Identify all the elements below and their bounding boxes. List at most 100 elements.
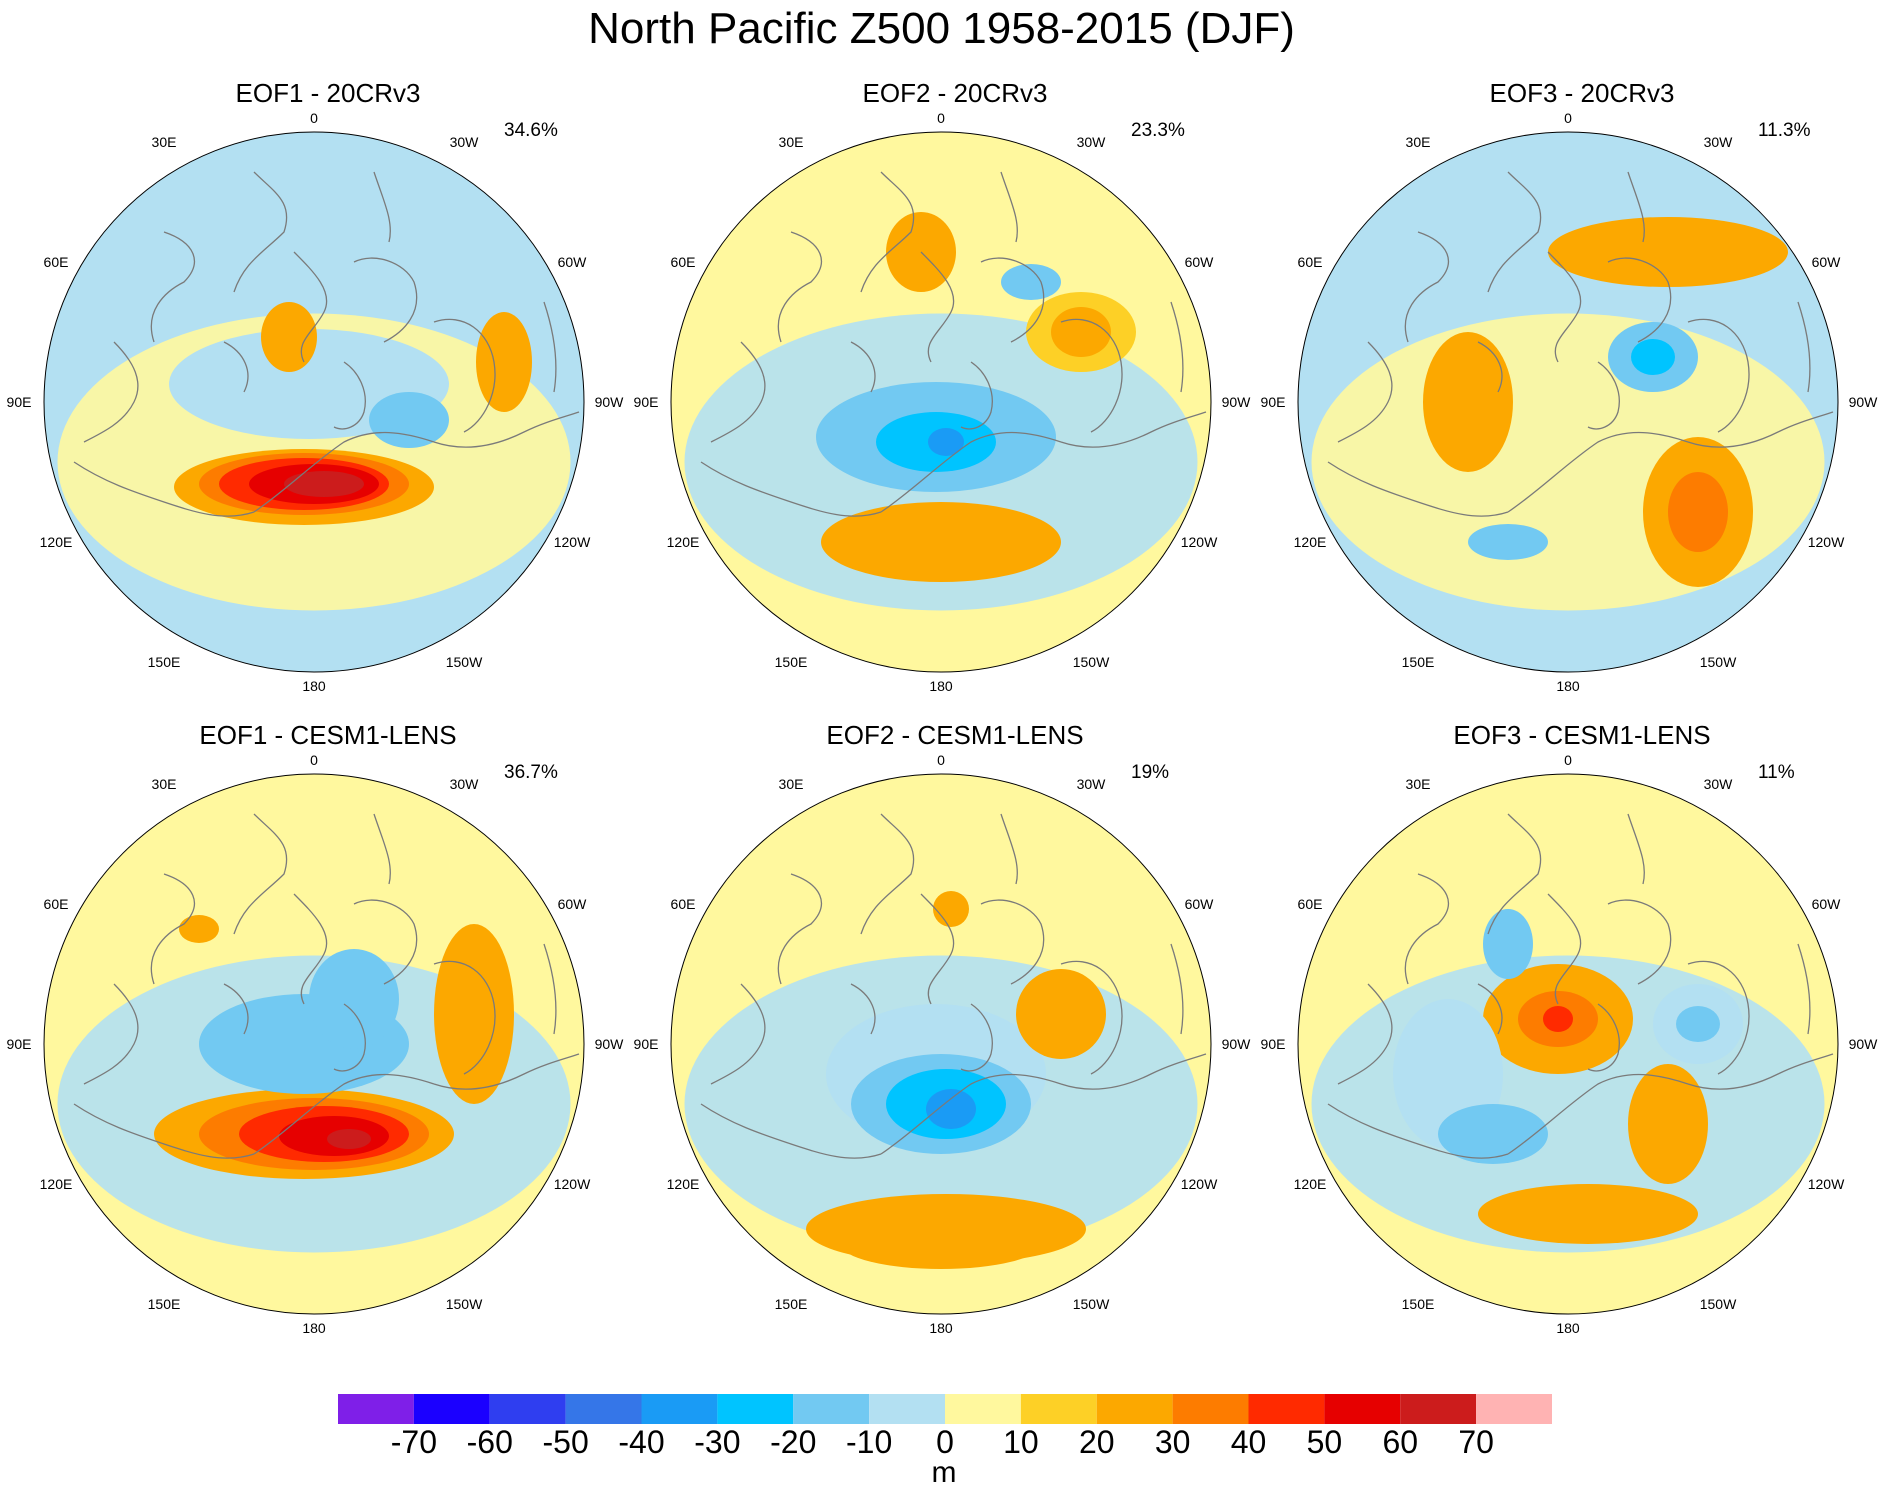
explained-variance: 19% xyxy=(1131,762,1170,783)
coastline xyxy=(543,943,557,1035)
contour-fill xyxy=(261,302,317,372)
colorbar-swatch xyxy=(869,1394,945,1424)
coastline xyxy=(1060,318,1123,433)
longitude-label: 90W xyxy=(1221,1036,1251,1052)
colorbar-swatch xyxy=(945,1394,1021,1424)
longitude-label: 30W xyxy=(1076,134,1106,150)
contour-fill xyxy=(1543,1006,1573,1032)
longitude-label: 30E xyxy=(151,134,177,150)
coastline xyxy=(73,1103,255,1159)
coastline xyxy=(253,1073,435,1155)
coastline xyxy=(1687,318,1750,433)
colorbar-swatch xyxy=(1248,1394,1325,1424)
colorbar-swatch xyxy=(1476,1394,1552,1424)
polar-map xyxy=(43,773,585,1315)
coastline xyxy=(777,873,822,985)
coastline xyxy=(1627,813,1645,885)
contour-fill xyxy=(1478,1184,1698,1244)
coastline xyxy=(433,960,496,1075)
longitude-label: 120W xyxy=(1180,1176,1218,1192)
map-border xyxy=(670,773,1212,1315)
coastline xyxy=(980,257,1045,343)
coastline xyxy=(980,899,1045,985)
contour-fill xyxy=(309,949,399,1049)
colorbar-swatch xyxy=(1172,1394,1249,1424)
coastline xyxy=(1487,171,1542,293)
coastline xyxy=(960,1003,993,1072)
longitude-label: 90E xyxy=(1260,394,1286,410)
polar-map xyxy=(670,131,1212,673)
longitude-label: 0 xyxy=(1564,752,1572,768)
coastline xyxy=(1477,983,1503,1035)
colorbar-tick-label: 70 xyxy=(1458,1424,1494,1460)
contour-fill xyxy=(1051,307,1111,357)
coastline xyxy=(1327,1103,1509,1159)
colorbar-tick-label: -20 xyxy=(770,1424,817,1460)
longitude-label: 150E xyxy=(1401,654,1435,670)
polar-map xyxy=(1297,773,1839,1315)
contour-fill xyxy=(1001,264,1061,300)
contour-fill xyxy=(926,1089,976,1129)
longitude-label: 30E xyxy=(1405,134,1431,150)
longitude-label: 0 xyxy=(937,752,945,768)
longitude-label: 30W xyxy=(1703,776,1733,792)
coastline xyxy=(710,983,766,1085)
coastline xyxy=(1337,983,1393,1085)
panel-title: EOF2 - CESM1-LENS xyxy=(826,720,1084,750)
colorbar-tick-label: 20 xyxy=(1078,1424,1115,1460)
colorbar-tick-label: 10 xyxy=(1003,1424,1039,1460)
coastline xyxy=(1797,301,1811,393)
coastline xyxy=(223,341,249,393)
coastline xyxy=(1687,1053,1834,1090)
coastline xyxy=(433,1053,580,1090)
coastline xyxy=(1170,301,1184,393)
contour-fill xyxy=(1423,332,1513,472)
coastline xyxy=(880,431,1062,513)
coastline xyxy=(1000,813,1018,885)
coastline xyxy=(433,318,496,433)
longitude-label: 120E xyxy=(39,534,73,550)
coastline xyxy=(1337,341,1393,443)
longitude-label: 30W xyxy=(449,134,479,150)
longitude-label: 180 xyxy=(1556,1320,1580,1336)
longitude-label: 120E xyxy=(666,1176,700,1192)
contour-fill xyxy=(1631,339,1675,375)
coastline xyxy=(1687,411,1834,448)
map-border xyxy=(43,131,585,673)
coastline xyxy=(860,171,915,293)
contour-fill xyxy=(369,392,449,448)
longitude-label: 150E xyxy=(1401,1296,1435,1312)
longitude-label: 120W xyxy=(1807,534,1845,550)
colorbar-swatch xyxy=(413,1394,490,1424)
explained-variance: 23.3% xyxy=(1131,120,1185,141)
coastline xyxy=(1170,943,1184,1035)
longitude-label: 30E xyxy=(1405,776,1431,792)
colorbar-tick-label: -10 xyxy=(846,1424,893,1460)
longitude-label: 150E xyxy=(774,654,808,670)
longitude-label: 120E xyxy=(39,1176,73,1192)
coastline xyxy=(1477,341,1503,393)
coastline xyxy=(543,301,557,393)
longitude-label: 180 xyxy=(929,1320,953,1336)
contour-fill xyxy=(1628,1064,1708,1184)
panel-title: EOF3 - CESM1-LENS xyxy=(1453,720,1711,750)
map-panel: EOF3 - CESM1-LENS 11% 0 30E 30W 60E 60W 90E 90W 1… xyxy=(1261,642,1883,1336)
longitude-label: 120W xyxy=(1807,1176,1845,1192)
longitude-label: 150W xyxy=(445,1296,483,1312)
polar-map xyxy=(1297,131,1839,673)
longitude-label: 60W xyxy=(1811,896,1841,912)
coastline xyxy=(1507,431,1689,513)
longitude-label: 90E xyxy=(633,1036,659,1052)
contour-fill xyxy=(928,428,964,456)
longitude-label: 60W xyxy=(1811,254,1841,270)
contour-fill xyxy=(179,915,219,943)
coastline xyxy=(333,1003,366,1072)
coastline xyxy=(700,461,882,517)
colorbar-swatch xyxy=(1400,1394,1477,1424)
map-panel: EOF2 - CESM1-LENS 19% 0 30E 30W 60E 60W 90E 90W 1… xyxy=(634,642,1265,1336)
longitude-label: 120E xyxy=(1293,534,1327,550)
longitude-label: 150W xyxy=(1699,654,1737,670)
longitude-label: 150W xyxy=(1072,1296,1110,1312)
longitude-label: 90E xyxy=(633,394,659,410)
colorbar-tick-label: -70 xyxy=(390,1424,437,1460)
